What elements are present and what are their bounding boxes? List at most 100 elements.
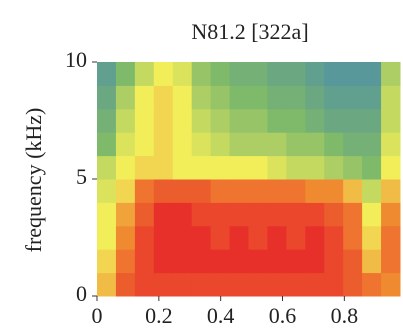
heat-cell [324,179,344,203]
heat-cell [153,85,174,110]
chart-title: N81.2 [322a] [191,19,308,44]
heat-cell [248,155,268,180]
heat-cell [305,132,325,157]
heat-cell [343,62,363,86]
heat-cell [229,272,249,297]
heat-cell [286,225,306,250]
heat-cell [134,132,155,157]
heat-cell [229,132,249,157]
heat-cell [248,179,268,203]
heat-cell [97,132,117,157]
heat-cell [267,225,287,250]
heat-cell [381,155,401,180]
heat-cell [248,108,268,133]
heat-cell [362,108,382,133]
heat-cell [286,85,306,110]
heat-cell [134,155,155,180]
heat-cell [191,272,212,297]
heat-cell [153,202,174,227]
heat-cell [267,249,287,274]
heat-cell [324,155,344,180]
heat-cell [381,85,401,110]
heat-cell [305,225,325,250]
heat-cell [229,108,249,133]
heat-cell [381,225,401,250]
heat-cell [97,179,117,203]
heat-cell [324,272,344,297]
heat-cell [362,62,382,86]
heat-cell [191,225,212,250]
heat-cell [248,62,268,86]
heat-cell [97,225,117,250]
heat-cell [172,85,193,110]
heat-cell [248,249,268,274]
heat-cell [248,225,268,250]
heat-cell [248,272,268,297]
heat-cell [134,202,155,227]
heat-cell [134,225,155,250]
heat-cell [286,108,306,133]
heat-cell [172,132,193,157]
heat-cell [153,62,174,86]
heat-cell [191,179,212,203]
heat-cell [191,132,212,157]
heat-cell [343,202,363,227]
heat-cell [191,62,212,86]
heat-cell [191,108,212,133]
heat-cell [324,249,344,274]
heat-cell [267,155,287,180]
heat-cell [324,85,344,110]
heat-cell [134,272,155,297]
heat-cell [172,225,193,250]
heat-cell [381,132,401,157]
heat-cell [267,132,287,157]
heat-cell [210,132,231,157]
heat-cell [229,225,249,250]
heat-cell [191,155,212,180]
heat-cell [381,108,401,133]
heat-cell [97,155,117,180]
heat-cell [229,155,249,180]
heat-cell [267,179,287,203]
y-tick-label: 5 [76,164,87,189]
heat-cell [362,132,382,157]
heat-cell [381,179,401,203]
heat-cell [248,85,268,110]
heat-cell [343,155,363,180]
heat-cell [286,132,306,157]
x-tick-label: 0.6 [269,303,297,328]
heat-cell [97,202,117,227]
heat-cell [210,249,231,274]
heat-cell [267,272,287,297]
heat-cell [229,62,249,86]
heat-cell [324,108,344,133]
heat-cell [362,155,382,180]
heat-cell [97,62,117,86]
heat-cell [343,272,363,297]
heat-cell [305,62,325,86]
heat-cell [343,179,363,203]
heat-cell [286,155,306,180]
heat-cell [248,202,268,227]
heat-cell [362,249,382,274]
heat-cell [362,202,382,227]
heat-cell [343,225,363,250]
heat-cell [229,202,249,227]
heat-cell [191,249,212,274]
heat-cell [134,249,155,274]
heat-cell [153,272,174,297]
heat-cell [362,272,382,297]
heat-cell [191,202,212,227]
heat-cell [343,85,363,110]
heat-cell [210,155,231,180]
heat-cell [153,249,174,274]
heat-cell [172,108,193,133]
heat-cell [362,85,382,110]
x-tick-label: 0.8 [331,303,359,328]
heat-cell [115,155,136,180]
heat-cell [381,272,401,297]
heat-cell [343,132,363,157]
heat-cell [305,85,325,110]
heat-cell [305,108,325,133]
heat-cell [305,272,325,297]
